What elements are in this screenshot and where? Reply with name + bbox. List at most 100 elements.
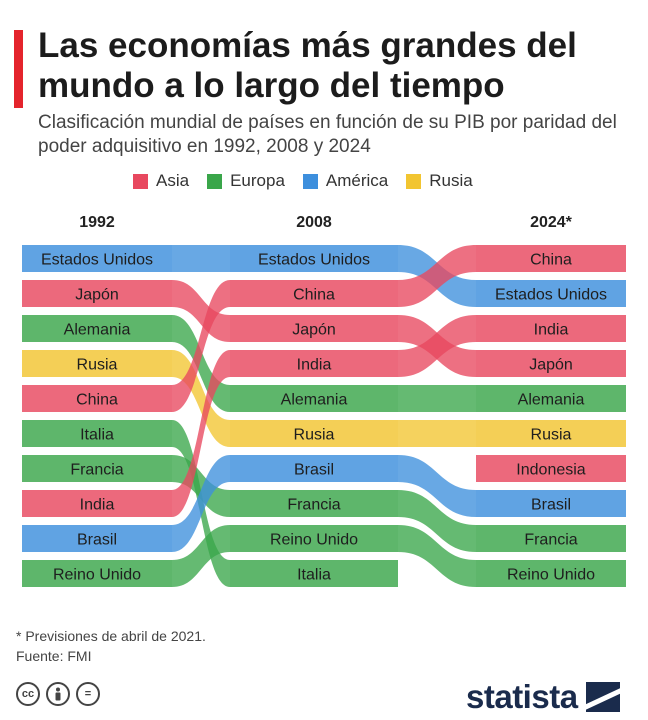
bar-brasil-1 (230, 455, 398, 482)
label-italia-0: Italia (80, 427, 114, 444)
bar-reino-unido-0 (22, 560, 172, 587)
year-header-2: 2024* (530, 214, 573, 231)
label-reino-unido-1: Reino Unido (270, 532, 358, 549)
bar-india-2 (476, 315, 626, 342)
flow-china-1 (398, 245, 476, 307)
flow-reino-unido-1 (398, 525, 476, 587)
source-note: Fuente: FMI (16, 648, 92, 664)
bump-chart: 1992 2008 2024*Estados Unidos Estados Unido… (22, 214, 626, 587)
label-india-0: India (80, 497, 115, 514)
license-icons: cc = (16, 682, 100, 706)
label-rusia-1: Rusia (294, 427, 335, 444)
legend-item-europa: Europa (207, 171, 285, 191)
label-brasil-0: Brasil (77, 532, 117, 549)
label-japon-2: Japón (529, 357, 573, 374)
bar-italia-1 (230, 560, 398, 587)
footnote: * Previsiones de abril de 2021. Fuente: … (16, 626, 206, 666)
bar-francia-0 (22, 455, 172, 482)
label-brasil-1: Brasil (294, 462, 334, 479)
bar-china-2 (476, 245, 626, 272)
flow-brasil-0 (172, 455, 230, 552)
flow-india-1 (398, 315, 476, 377)
label-india-2: India (534, 322, 569, 339)
flow-francia-1 (398, 490, 476, 552)
label-estados-unidos-2: Estados Unidos (495, 287, 607, 304)
bar-indonesia-2 (476, 455, 626, 482)
label-alemania-1: Alemania (281, 392, 348, 409)
creative-commons-icon[interactable]: cc (16, 682, 40, 706)
bar-estados-unidos-2 (476, 280, 626, 307)
brand-name: statista (466, 678, 578, 715)
label-alemania-2: Alemania (518, 392, 585, 409)
bar-rusia-2 (476, 420, 626, 447)
bar-francia-2 (476, 525, 626, 552)
label-estados-unidos-1: Estados Unidos (258, 252, 370, 269)
legend-label-europa: Europa (230, 171, 285, 190)
flow-reino-unido-0 (172, 525, 230, 587)
year-header-1: 2008 (296, 214, 332, 231)
legend: Asia Europa América Rusia (133, 170, 473, 192)
flow-india-0 (172, 350, 230, 517)
label-indonesia-2: Indonesia (516, 462, 585, 479)
label-reino-unido-2: Reino Unido (507, 567, 595, 584)
legend-swatch-america (302, 173, 318, 189)
page-subtitle: Clasificación mundial de países en funci… (38, 112, 617, 157)
title-accent-bar (14, 30, 23, 108)
label-estados-unidos-0: Estados Unidos (41, 252, 153, 269)
flow-brasil-1 (398, 455, 476, 517)
statista-logo-icon (585, 682, 620, 712)
bar-alemania-2 (476, 385, 626, 412)
bar-japon-0 (22, 280, 172, 307)
label-china-2: China (530, 252, 572, 269)
legend-item-asia: Asia (133, 171, 189, 191)
legend-swatch-asia (133, 173, 148, 189)
legend-item-rusia: Rusia (406, 171, 473, 191)
bar-estados-unidos-0 (22, 245, 172, 272)
bar-rusia-0 (22, 350, 172, 377)
flow-alemania-1 (398, 385, 476, 412)
legend-swatch-rusia (406, 173, 422, 189)
label-china-1: China (293, 287, 335, 304)
label-japon-0: Japón (75, 287, 119, 304)
attribution-icon[interactable] (46, 682, 70, 706)
bar-alemania-1 (230, 385, 398, 412)
bar-italia-0 (22, 420, 172, 447)
flow-china-0 (172, 280, 230, 412)
bar-alemania-0 (22, 315, 172, 342)
label-francia-2: Francia (524, 532, 577, 549)
year-header-0: 1992 (79, 214, 115, 231)
flow-rusia-1 (398, 420, 476, 447)
page-title: Las economías más grandes del mundo a lo… (38, 26, 577, 105)
label-italia-1: Italia (297, 567, 331, 584)
bar-reino-unido-1 (230, 525, 398, 552)
label-francia-1: Francia (287, 497, 340, 514)
label-brasil-2: Brasil (531, 497, 571, 514)
bar-china-0 (22, 385, 172, 412)
flows (172, 245, 476, 587)
legend-label-america: América (325, 171, 389, 190)
label-reino-unido-0: Reino Unido (53, 567, 141, 584)
label-alemania-0: Alemania (64, 322, 131, 339)
no-derivatives-icon[interactable]: = (76, 682, 100, 706)
bar-brasil-0 (22, 525, 172, 552)
bars (22, 245, 626, 587)
legend-label-rusia: Rusia (429, 171, 473, 190)
legend-label-asia: Asia (156, 171, 190, 190)
bar-india-1 (230, 350, 398, 377)
statista-brand[interactable]: statista (466, 678, 620, 716)
bar-india-0 (22, 490, 172, 517)
legend-item-america: América (302, 171, 389, 191)
forecast-note: * Previsiones de abril de 2021. (16, 628, 206, 644)
flow-estados-unidos-0 (172, 245, 230, 272)
bar-japon-1 (230, 315, 398, 342)
label-japon-1: Japón (292, 322, 336, 339)
flow-francia-0 (172, 455, 230, 517)
bar-rusia-1 (230, 420, 398, 447)
label-rusia-2: Rusia (531, 427, 572, 444)
bar-china-1 (230, 280, 398, 307)
bar-brasil-2 (476, 490, 626, 517)
bar-francia-1 (230, 490, 398, 517)
label-francia-0: Francia (70, 462, 123, 479)
labels: Estados Unidos Estados Unidos Estados Unid… (41, 252, 607, 584)
label-india-1: India (297, 357, 332, 374)
